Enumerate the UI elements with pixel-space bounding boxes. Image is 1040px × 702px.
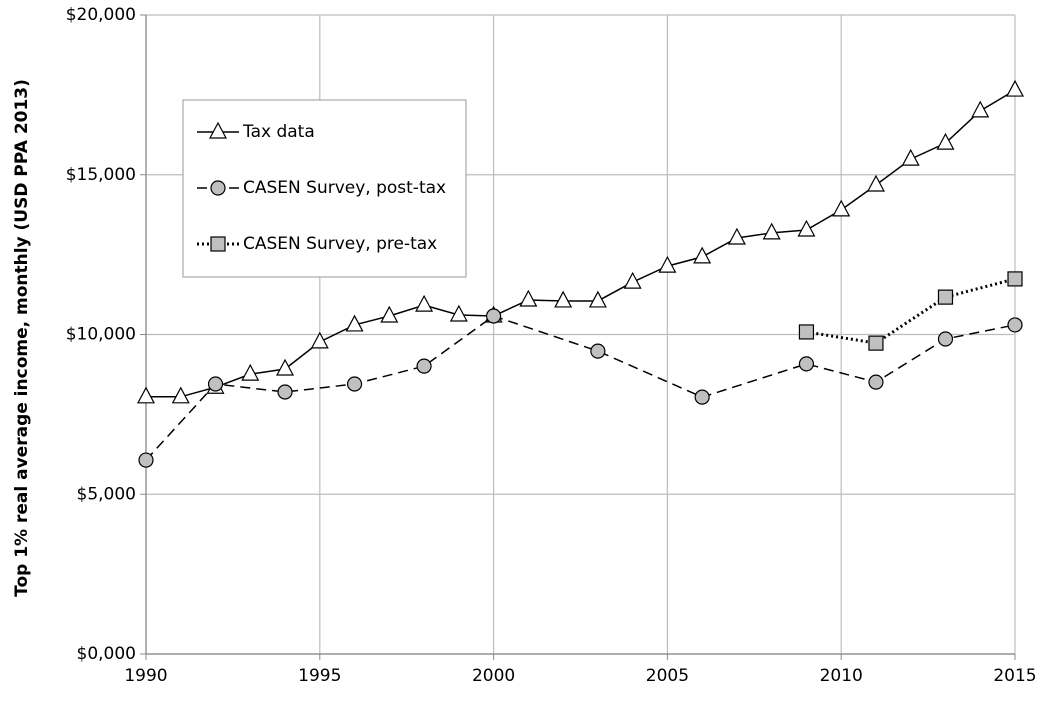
marker [277, 384, 293, 400]
y-tick-label: $20,000 [66, 5, 136, 25]
marker [693, 246, 712, 264]
marker [694, 389, 710, 405]
marker [137, 386, 155, 404]
x-tick-label: 1990 [124, 666, 167, 686]
y-tick-label: $0,000 [77, 644, 136, 664]
marker [171, 386, 190, 404]
x-tick-label: 1995 [298, 666, 341, 686]
y-axis-label: Top 1% real average income, monthly (USD… [12, 79, 32, 597]
marker [623, 271, 642, 289]
x-tick-label: 2015 [993, 666, 1036, 686]
x-tick-label: 2005 [646, 666, 689, 686]
y-tick-label: $10,000 [66, 325, 136, 345]
marker [276, 358, 295, 376]
series-line [806, 277, 1016, 345]
marker [210, 180, 226, 196]
marker [380, 305, 399, 323]
x-tick-label: 2010 [820, 666, 863, 686]
marker [310, 331, 329, 349]
marker [937, 289, 954, 305]
marker [241, 363, 260, 381]
marker [937, 331, 954, 347]
legend-label: Tax data [242, 122, 315, 142]
x-tick-label: 2000 [472, 666, 515, 686]
marker [727, 227, 746, 245]
marker [345, 314, 364, 332]
marker [449, 304, 468, 322]
marker [658, 255, 677, 273]
marker [415, 294, 434, 312]
marker [797, 219, 816, 237]
marker [207, 376, 224, 392]
marker [346, 376, 363, 392]
marker [588, 290, 607, 308]
marker [486, 308, 502, 324]
y-tick-label: $15,000 [66, 165, 136, 185]
marker [971, 100, 990, 118]
legend-label: CASEN Survey, pre-tax [243, 234, 437, 254]
marker [210, 236, 226, 252]
marker [762, 222, 781, 240]
marker [416, 358, 432, 374]
marker [868, 335, 884, 351]
marker [866, 174, 885, 192]
marker [554, 290, 573, 308]
marker [138, 452, 154, 468]
marker [832, 199, 851, 217]
marker [936, 132, 955, 150]
marker [590, 343, 606, 359]
marker [868, 374, 884, 390]
marker [1006, 79, 1024, 97]
marker [901, 148, 920, 166]
y-tick-label: $5,000 [77, 484, 136, 504]
legend-label: CASEN Survey, post-tax [243, 178, 446, 198]
marker [1007, 317, 1023, 333]
series-line [145, 315, 1016, 461]
marker [519, 289, 538, 307]
marker [798, 324, 815, 340]
marker [1007, 271, 1023, 287]
marker [209, 121, 227, 139]
marker [798, 356, 815, 372]
